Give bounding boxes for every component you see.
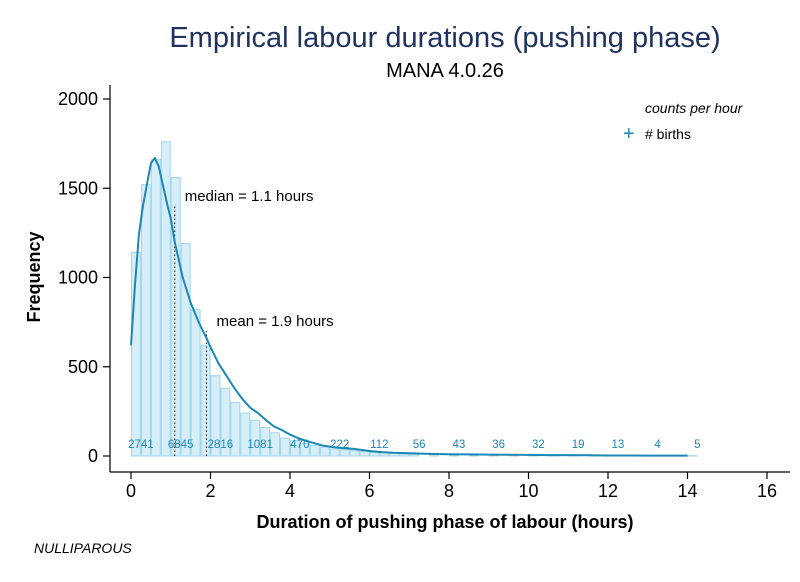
y-tick-label: 0: [88, 446, 98, 466]
count-label: 470: [290, 439, 309, 451]
legend-entry-births: # births: [645, 126, 691, 142]
histogram-bar: [349, 450, 360, 457]
x-tick-label: 10: [518, 481, 538, 501]
y-tick-label: 1000: [58, 268, 98, 288]
x-tick-label: 2: [205, 481, 215, 501]
chart-subtitle: MANA 4.0.26: [386, 60, 504, 82]
count-label: 6845: [168, 439, 194, 451]
histogram-bar: [250, 419, 261, 457]
count-label: 222: [330, 439, 349, 451]
histogram-bar: [170, 177, 181, 457]
histogram-bar: [359, 451, 370, 457]
histogram-bar: [290, 440, 300, 457]
reference-lines: [174, 206, 208, 456]
histogram-bar: [260, 426, 271, 457]
count-label: 4: [654, 439, 661, 451]
legend: counts per hour + # births: [623, 100, 744, 145]
count-label: 19: [572, 439, 585, 451]
legend-plus-icon: +: [623, 123, 635, 145]
annotations: median = 1.1 hours mean = 1.9 hours: [185, 188, 334, 330]
x-tick-label: 14: [677, 481, 697, 501]
count-label: 5: [694, 439, 700, 451]
x-tick-label: 16: [757, 481, 777, 501]
histogram-bar: [339, 449, 350, 457]
x-tick-label: 0: [126, 481, 136, 501]
histogram-bar: [160, 141, 171, 457]
count-label: 32: [532, 439, 545, 451]
histogram-bar: [131, 252, 141, 457]
histogram-bar: [190, 309, 201, 457]
y-tick-label: 1500: [58, 178, 98, 198]
x-axis-title: Duration of pushing phase of labour (hou…: [257, 512, 634, 532]
count-label: 2816: [208, 439, 234, 451]
count-label: 1081: [247, 439, 273, 451]
mean-annotation: mean = 1.9 hours: [217, 313, 334, 330]
x-tick-label: 12: [598, 481, 618, 501]
axes: 0 2 4 6 8 10 12 14 16 0 500 1000 1500 2000: [58, 85, 790, 501]
histogram-bar: [150, 159, 161, 457]
count-labels: 2741 6845 2816 1081 470 222 112 56 43 36 32 19 13 4 5: [128, 439, 701, 451]
y-tick-label: 2000: [58, 89, 98, 109]
density-series: [130, 156, 688, 457]
histogram-bar: [210, 375, 221, 457]
histogram-bars: [131, 141, 698, 457]
histogram-bar: [230, 401, 241, 457]
histogram-bar: [299, 443, 310, 457]
histogram-bar: [280, 437, 290, 457]
count-label: 13: [611, 439, 624, 451]
histogram-bar: [140, 184, 151, 457]
chart-title: Empirical labour durations (pushing phas…: [169, 22, 720, 54]
histogram-bar: [220, 387, 231, 457]
count-label: 2741: [128, 439, 154, 451]
histogram-bar: [200, 344, 211, 457]
histogram-bar: [309, 444, 320, 457]
count-label: 56: [413, 439, 426, 451]
histogram-bar: [319, 446, 330, 457]
count-label: 112: [370, 439, 388, 451]
footnote: NULLIPAROUS: [34, 540, 132, 556]
median-annotation: median = 1.1 hours: [185, 188, 314, 205]
legend-title: counts per hour: [645, 100, 744, 116]
x-tick-label: 8: [444, 481, 454, 501]
histogram-bar: [240, 412, 251, 457]
histogram-bar: [329, 448, 340, 457]
x-tick-label: 6: [364, 481, 374, 501]
y-tick-label: 500: [68, 357, 98, 377]
x-tick-label: 4: [285, 481, 295, 501]
density-line: [130, 156, 688, 457]
histogram-bar: [270, 432, 281, 457]
histogram-bar: [180, 243, 191, 457]
y-axis-title: Frequency: [24, 231, 44, 322]
count-label: 36: [492, 439, 505, 451]
histogram-bar: [369, 451, 380, 457]
count-label: 43: [452, 439, 465, 451]
